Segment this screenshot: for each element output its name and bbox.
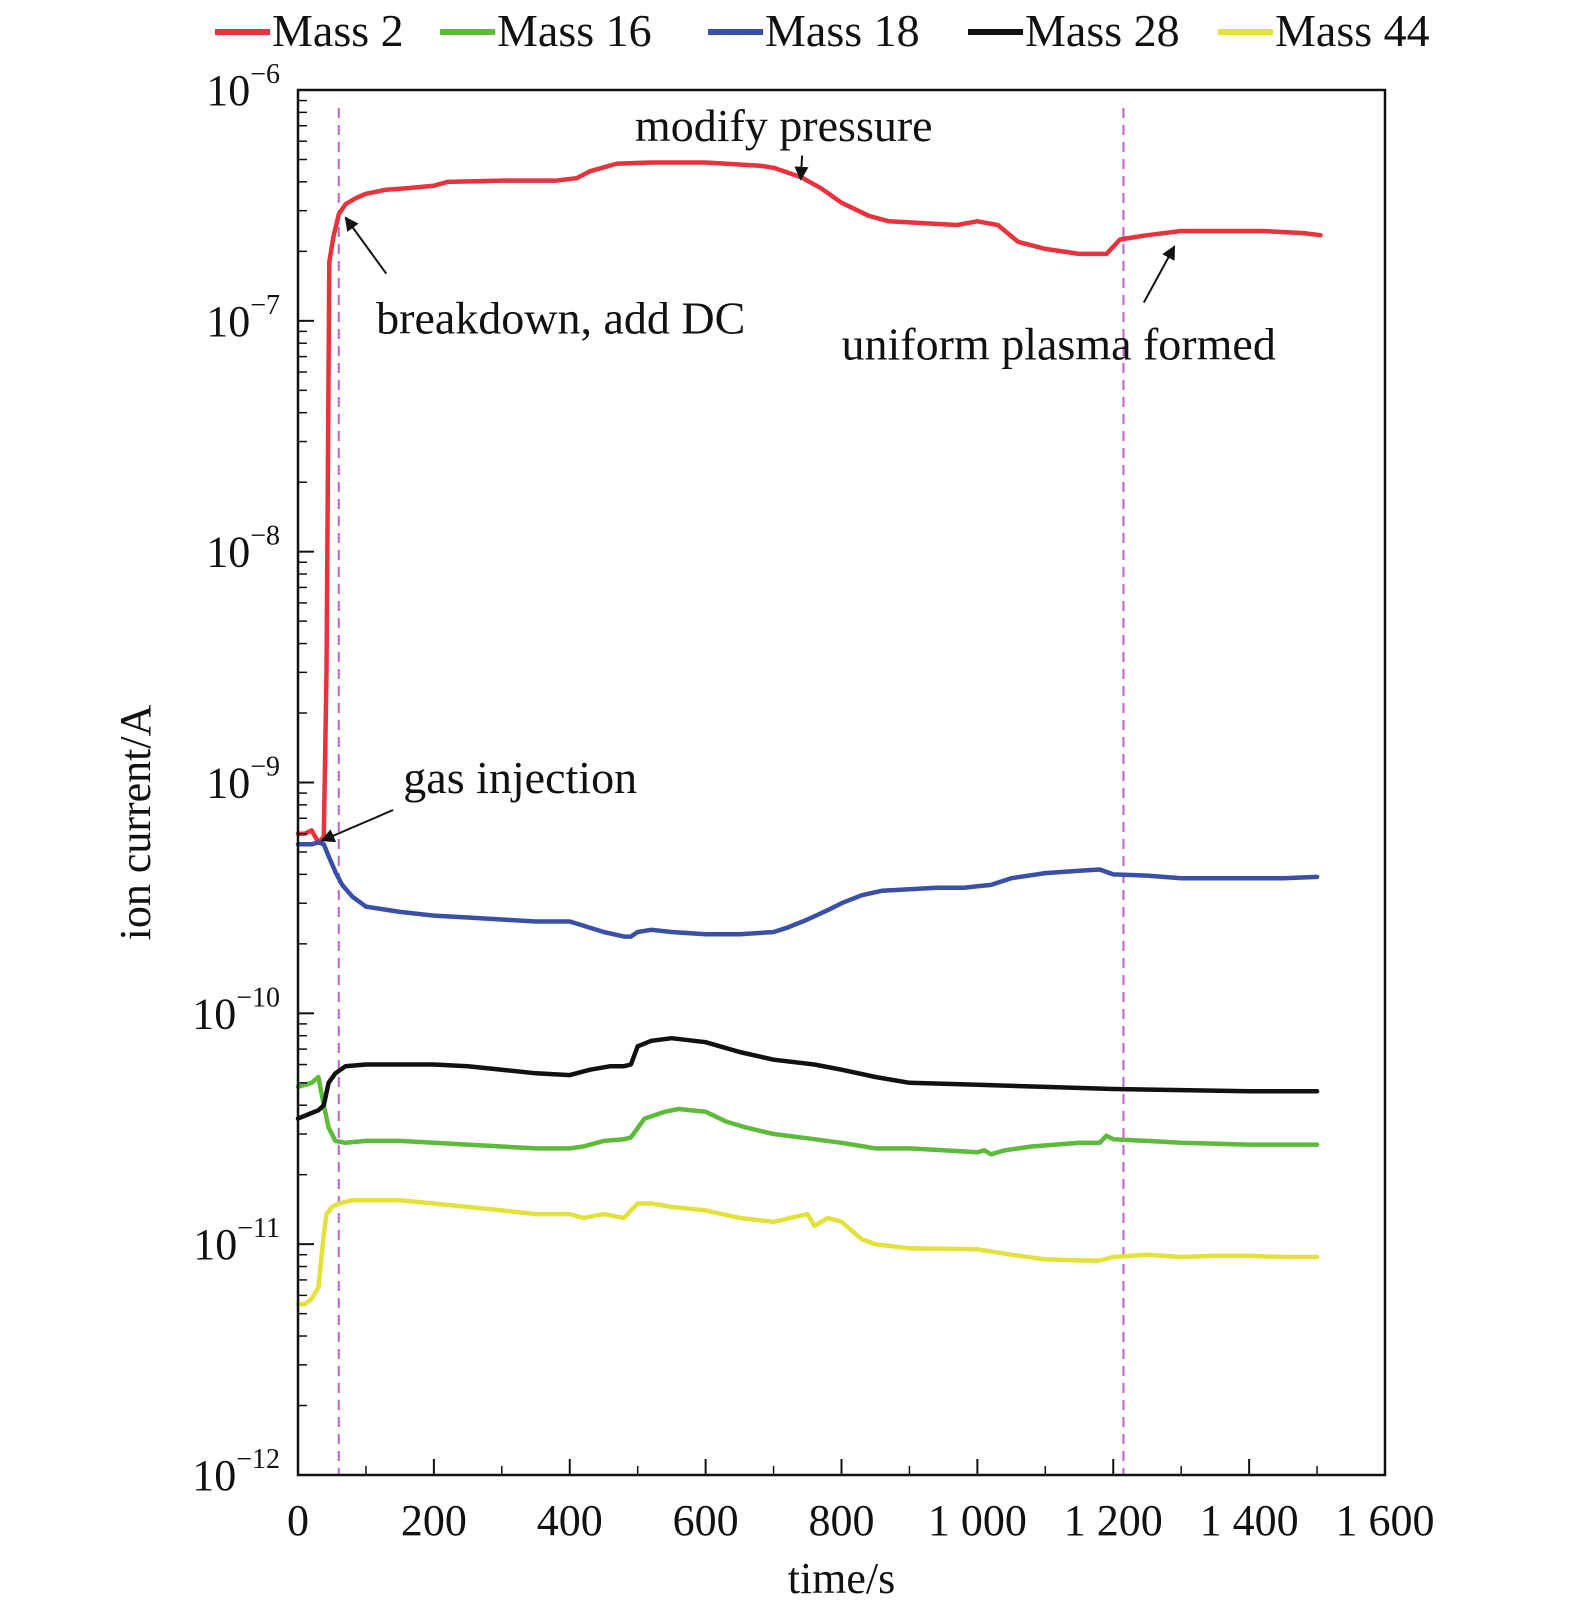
x-tick-label: 1 200 [1064, 1496, 1163, 1545]
series-line [295, 160, 1323, 845]
x-tick-label: 0 [287, 1496, 309, 1545]
y-tick-label: 10−7 [206, 290, 280, 346]
legend-entry: Mass 2 [272, 5, 404, 56]
y-tick-label: 10−8 [206, 521, 280, 577]
annotation-label: breakdown, add DC [376, 293, 745, 344]
y-tick-label: 10−9 [206, 752, 280, 808]
legend-entry: Mass 18 [765, 5, 920, 56]
y-axis: 10−6 10−7 10−8 10−9 10−10 10−11 10−12 [192, 59, 314, 1500]
y-tick-label: 10−12 [192, 1444, 280, 1500]
y-tick-label: 10−10 [192, 982, 280, 1038]
series-lines [295, 160, 1323, 1307]
legend-entry: Mass 44 [1275, 5, 1430, 56]
x-tick-label: 1 400 [1200, 1496, 1299, 1545]
reference-lines [337, 108, 1125, 1475]
x-tick-label: 400 [537, 1496, 603, 1545]
y-tick-label: 10−6 [206, 59, 280, 115]
y-axis-title: ion current/A [111, 704, 160, 940]
x-tick-label: 800 [809, 1496, 875, 1545]
x-tick-label: 200 [401, 1496, 467, 1545]
annotation-arrow [344, 216, 388, 275]
annotation-arrow [1142, 245, 1176, 304]
series-line [295, 1197, 1320, 1307]
annotations: modify pressure breakdown, add DC uniform … [320, 100, 1276, 843]
annotation-arrow [794, 155, 809, 181]
annotation-label: uniform plasma formed [842, 318, 1276, 369]
y-tick-label: 10−11 [193, 1213, 280, 1269]
x-axis-title: time/s [788, 1554, 896, 1603]
annotation-label: modify pressure [635, 100, 933, 151]
x-tick-label: 600 [673, 1496, 739, 1545]
annotation-arrow [320, 809, 394, 843]
series-line [295, 840, 1320, 939]
legend-entry: Mass 16 [497, 5, 652, 56]
series-line [295, 1035, 1320, 1121]
series-line [295, 1074, 1320, 1157]
legend-entry: Mass 28 [1025, 5, 1180, 56]
legend: Mass 2 Mass 16 Mass 18 Mass 28 Mass 44 [215, 5, 1430, 56]
annotation-label: gas injection [403, 752, 637, 803]
x-axis: 0 200 400 600 800 1 000 1 200 1 400 1 600 [287, 1459, 1435, 1545]
x-tick-label: 1 600 [1336, 1496, 1435, 1545]
x-tick-label: 1 000 [928, 1496, 1027, 1545]
